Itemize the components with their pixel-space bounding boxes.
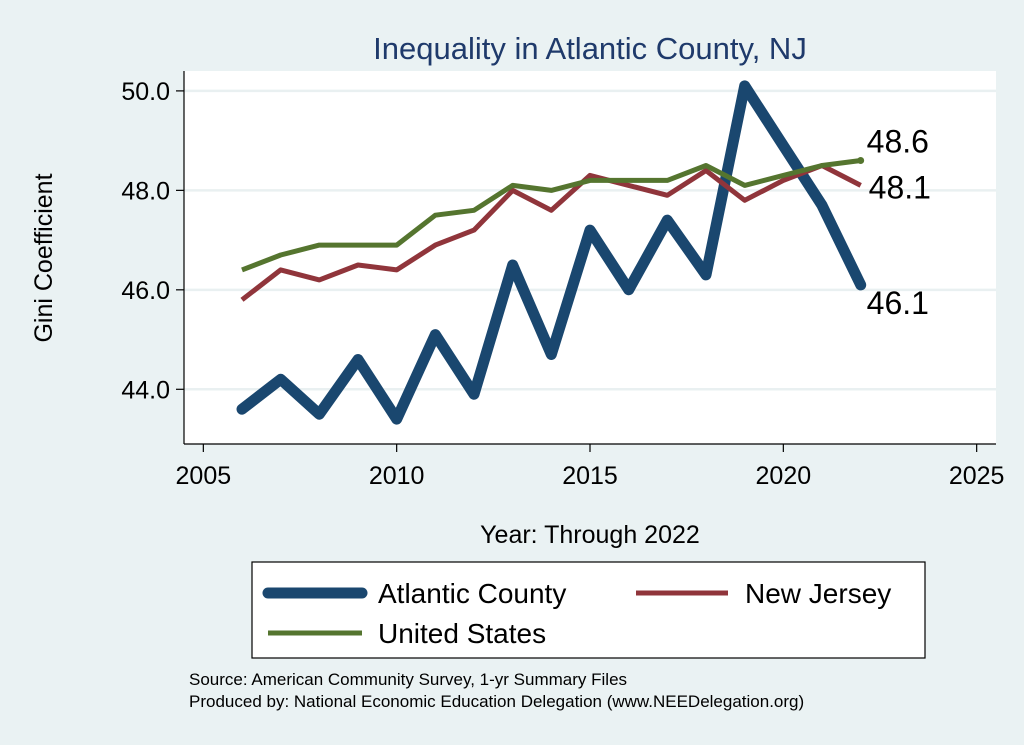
axis-ticks: 44.0 46.0 48.0 50.0 2005 2010 2015 2020 2025 <box>121 78 1004 490</box>
x-tick-label: 2015 <box>562 462 618 490</box>
legend-label-united-states: United States <box>378 618 546 649</box>
end-label-atlantic-county: 46.1 <box>867 285 929 321</box>
series-line-new-jersey <box>240 163 862 302</box>
plot-area <box>184 71 996 444</box>
us-end-marker <box>857 157 865 165</box>
chart-title: Inequality in Atlantic County, NJ <box>373 31 807 66</box>
y-axis-title: Gini Coefficient <box>30 173 58 342</box>
x-tick-label: 2025 <box>949 462 1005 490</box>
x-tick-label: 2020 <box>756 462 812 490</box>
y-tick-label: 44.0 <box>121 376 170 404</box>
legend-label-atlantic-county: Atlantic County <box>378 578 566 609</box>
series-line-atlantic-county <box>236 80 867 425</box>
end-label-new-jersey: 48.1 <box>869 169 931 205</box>
y-tick-label: 50.0 <box>121 78 170 106</box>
series <box>236 80 867 425</box>
gridlines <box>184 89 996 391</box>
end-label-united-states: 48.6 <box>867 124 929 160</box>
producer-note: Produced by: National Economic Education… <box>189 692 804 711</box>
legend-label-new-jersey: New Jersey <box>745 578 891 609</box>
legend-box <box>251 561 926 659</box>
y-tick-label: 46.0 <box>121 277 170 305</box>
y-tick-label: 48.0 <box>121 177 170 205</box>
end-labels: 46.1 48.1 48.6 <box>867 124 931 321</box>
x-axis-title: Year: Through 2022 <box>480 521 700 549</box>
series-line-united-states <box>241 158 862 273</box>
x-tick-label: 2010 <box>369 462 425 490</box>
x-tick-label: 2005 <box>176 462 232 490</box>
source-note: Source: American Community Survey, 1-yr … <box>189 670 627 689</box>
